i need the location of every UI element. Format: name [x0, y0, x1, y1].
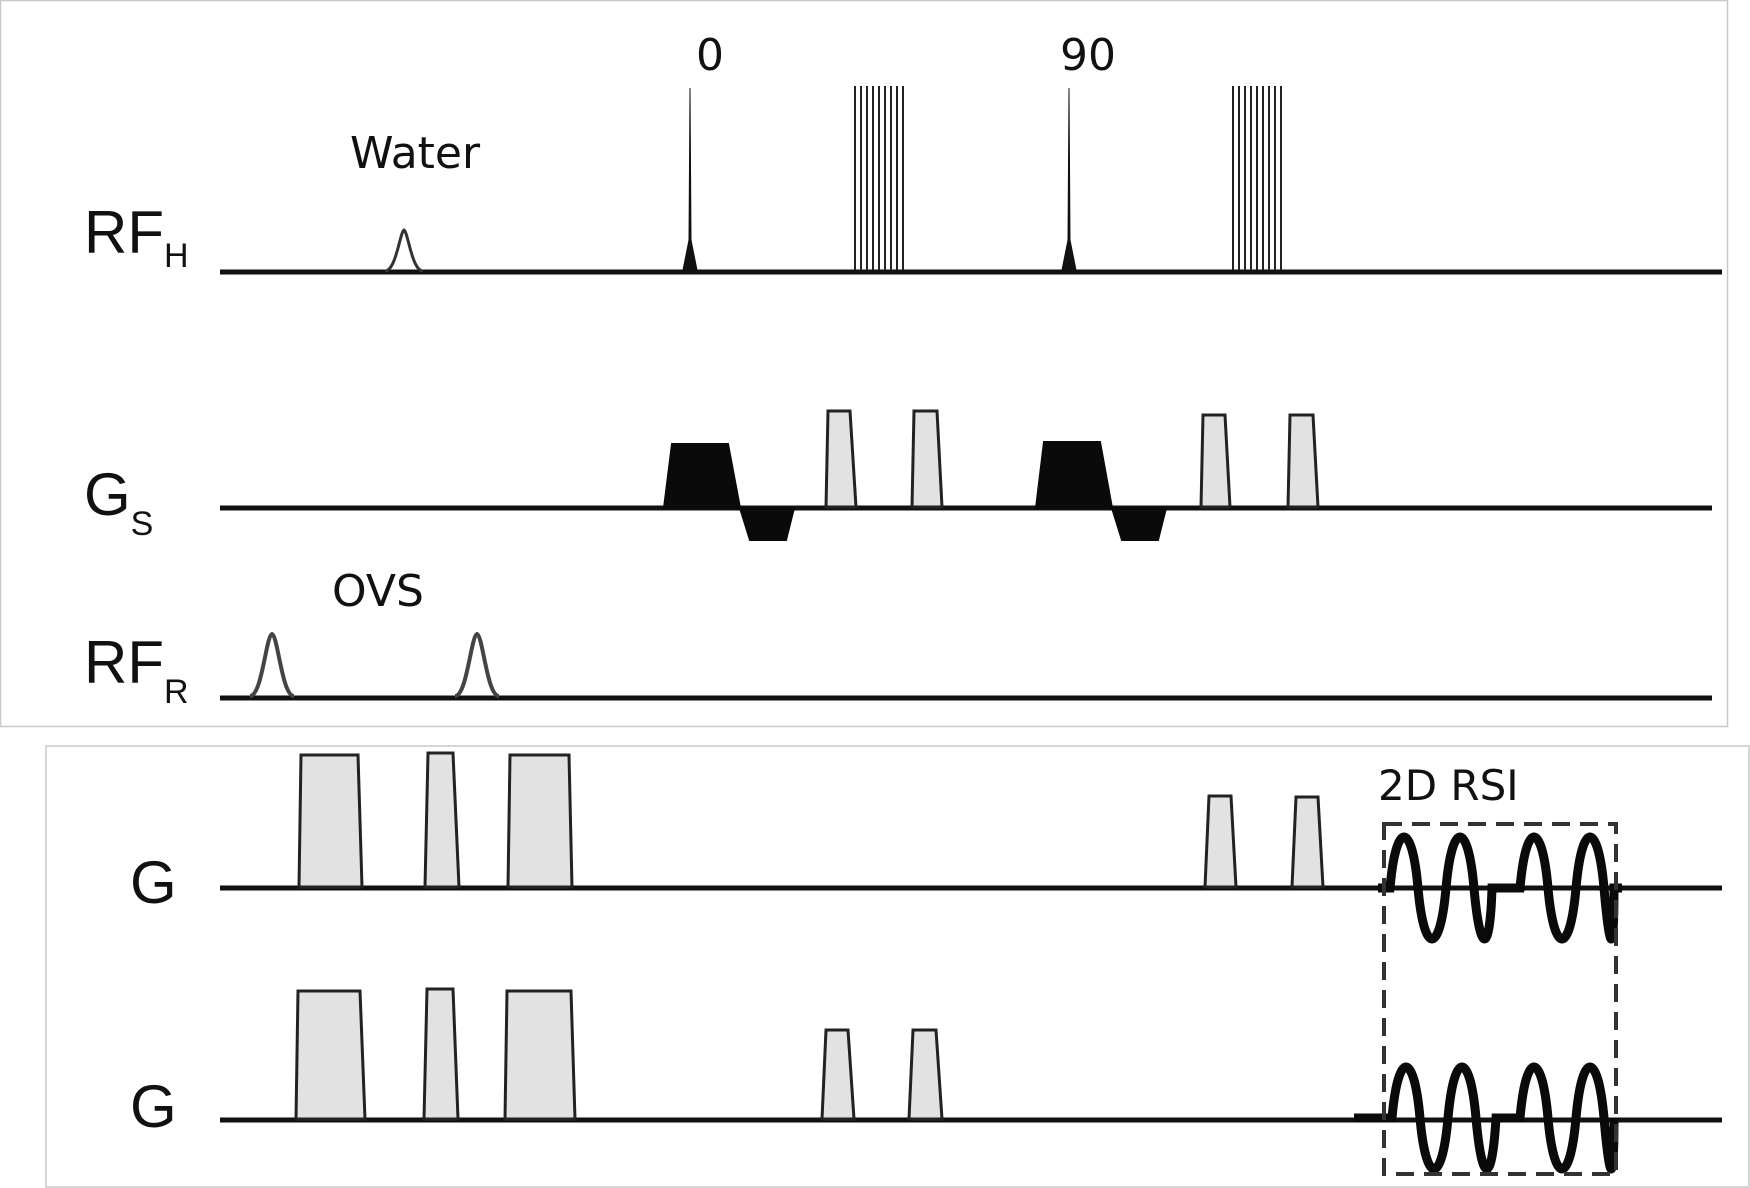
g1-crusher-b — [1290, 795, 1325, 889]
rf-pulse-90 — [1061, 87, 1077, 271]
g-s-label: GS — [84, 461, 153, 543]
water-label: Water — [350, 128, 481, 179]
lower-panel-border — [45, 745, 1750, 1188]
pulse-0-label: 0 — [696, 30, 724, 81]
g2-spoiler-2 — [422, 987, 460, 1121]
rsi-dashed-outline — [1382, 822, 1618, 1176]
g-channel-2: G — [130, 987, 1722, 1174]
crusher-gradient-1b — [910, 409, 944, 509]
slice-gradient-2 — [1034, 441, 1114, 509]
g2-spoiler-1 — [294, 989, 367, 1121]
g1-readout-oscillation — [1378, 832, 1622, 944]
g1-spoiler-3 — [506, 753, 574, 889]
upper-panel-border — [0, 0, 1729, 728]
rf-h-label: RFH — [84, 199, 189, 275]
pulse-90-label: 90 — [1060, 30, 1116, 81]
crusher-gradient-1a — [824, 409, 858, 509]
g2-label: G — [130, 1073, 177, 1140]
crusher-gradient-2a — [1199, 413, 1232, 509]
rephase-gradient-1 — [738, 507, 796, 541]
g1-label: G — [130, 849, 177, 916]
pulse-train-1 — [854, 86, 904, 270]
slice-gradient-1 — [662, 443, 742, 509]
rsi-label: 2D RSI — [1378, 761, 1519, 810]
g2-readout-oscillation — [1354, 1062, 1619, 1174]
g1-spoiler-1 — [297, 753, 364, 889]
crusher-gradient-2b — [1286, 413, 1320, 509]
g1-crusher-a — [1203, 794, 1238, 889]
water-suppression-pulse — [384, 228, 424, 273]
rf-h-channel: RFH Water 0 90 — [84, 30, 1722, 275]
rf-r-label: RFR — [84, 629, 189, 711]
g-s-channel: GS — [84, 409, 1712, 543]
g1-spoiler-2 — [423, 751, 461, 889]
g2-spoiler-3 — [503, 989, 577, 1121]
g2-crusher-b — [907, 1028, 944, 1121]
rephase-gradient-2 — [1110, 507, 1168, 541]
ovs-pulse-2 — [454, 631, 500, 698]
ovs-pulse-1 — [249, 631, 295, 698]
g2-crusher-a — [820, 1028, 856, 1121]
rsi-readout-box: 2D RSI — [1378, 761, 1618, 1176]
rf-r-channel: RFR OVS — [84, 566, 1712, 711]
pulse-train-2 — [1232, 86, 1282, 270]
ovs-label: OVS — [332, 566, 424, 617]
g-channel-1: G — [130, 751, 1722, 944]
rf-pulse-0 — [682, 87, 698, 271]
